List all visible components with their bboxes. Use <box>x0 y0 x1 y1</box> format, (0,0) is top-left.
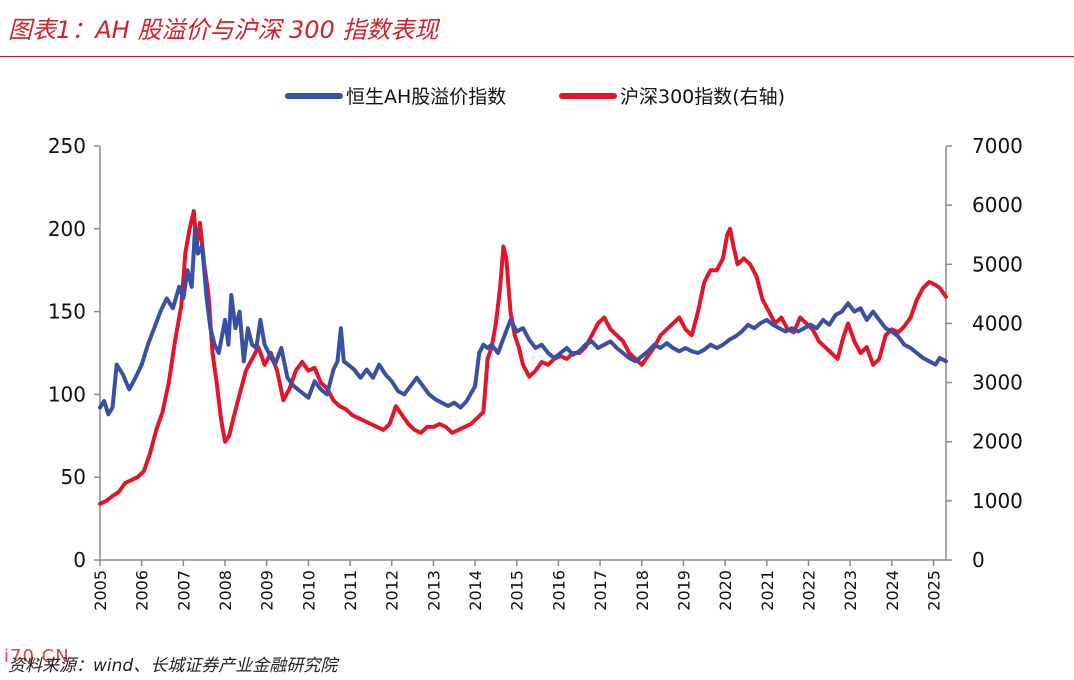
legend-label-ah: 恒生AH股溢价指数 <box>346 86 506 108</box>
source-note: 资料来源：wind、长城证券产业金融研究院 <box>8 656 338 676</box>
x-tick-label: 2013 <box>424 570 443 611</box>
x-tick-label: 2010 <box>299 570 318 611</box>
x-tick-label: 2005 <box>91 570 110 611</box>
x-tick-label: 2015 <box>508 570 527 611</box>
series-line-ah-premium <box>98 226 948 417</box>
y-right-tick-label: 1000 <box>972 489 1023 513</box>
y-left-tick-label: 250 <box>48 134 86 158</box>
x-tick-label: 2024 <box>883 570 902 611</box>
y-right-tick-label: 5000 <box>972 252 1023 276</box>
x-tick-label: 2019 <box>674 570 693 611</box>
y-left-tick-label: 100 <box>48 382 86 406</box>
y-left-tick-label: 200 <box>48 217 86 241</box>
x-tick-label: 2008 <box>216 570 235 611</box>
y-right-tick-label: 2000 <box>972 430 1023 454</box>
x-tick-label: 2022 <box>799 570 818 611</box>
x-tick-label: 2021 <box>758 570 777 611</box>
x-tick-label: 2020 <box>716 570 735 611</box>
x-tick-label: 2018 <box>633 570 652 611</box>
series-line-hs300 <box>98 209 948 506</box>
x-tick-label: 2009 <box>258 570 277 611</box>
y-left-tick-label: 150 <box>48 300 86 324</box>
y-right-tick-label: 7000 <box>972 134 1023 158</box>
title-divider <box>0 56 1074 57</box>
y-right-tick-label: 6000 <box>972 193 1023 217</box>
x-tick-label: 2011 <box>341 570 360 611</box>
x-tick-label: 2014 <box>466 570 485 611</box>
watermark-text: i70.CN <box>4 646 70 667</box>
y-right-tick-label: 4000 <box>972 311 1023 335</box>
legend-label-hs300: 沪深300指数(右轴) <box>620 86 785 108</box>
y-left-tick-label: 50 <box>61 465 86 489</box>
x-tick-label: 2017 <box>591 570 610 611</box>
y-right-tick-label: 3000 <box>972 371 1023 395</box>
y-right-tick-label: 0 <box>972 548 985 572</box>
x-tick-label: 2016 <box>549 570 568 611</box>
x-tick-label: 2006 <box>133 570 152 611</box>
x-tick-label: 2007 <box>174 570 193 611</box>
legend: 恒生AH股溢价指数 沪深300指数(右轴) <box>285 86 785 108</box>
y-left-tick-label: 0 <box>73 548 86 572</box>
x-tick-label: 2023 <box>841 570 860 611</box>
x-tick-label: 2025 <box>924 570 943 611</box>
chart-title: 图表1：AH 股溢价与沪深 300 指数表现 <box>8 16 439 44</box>
x-tick-label: 2012 <box>383 570 402 611</box>
